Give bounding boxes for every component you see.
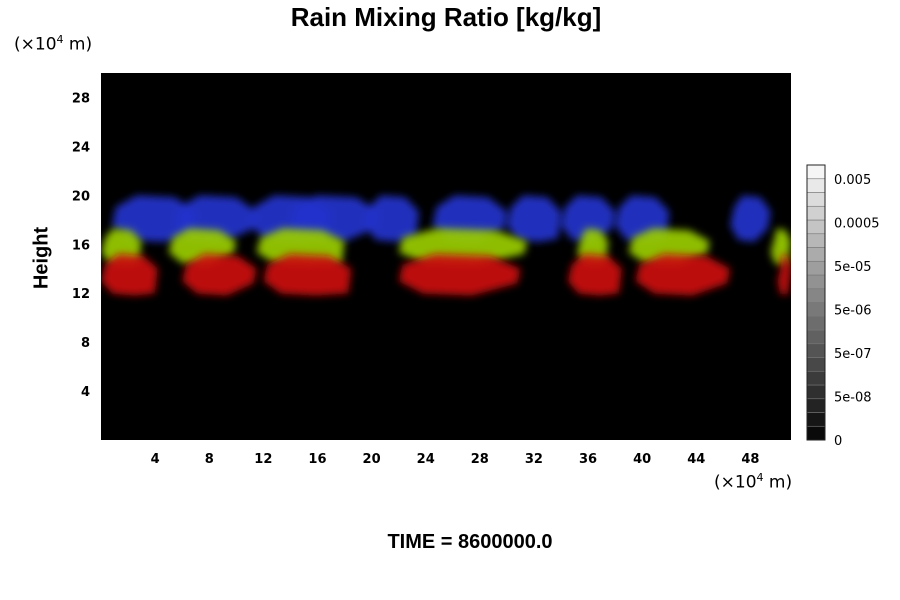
time-label: TIME = 8600000.0	[387, 531, 553, 553]
layer-2-blob-4	[567, 254, 622, 296]
y-tick-label: 24	[72, 140, 90, 155]
colorbar-cell	[806, 233, 826, 248]
colorbar-label: 5e-05	[834, 260, 872, 275]
layer-2-blob-0	[101, 254, 158, 296]
colorbar-cell	[806, 412, 826, 427]
x-tick-label: 48	[741, 452, 759, 467]
colorbar-cell	[806, 329, 826, 345]
layer-2-blob-3	[398, 254, 521, 296]
colorbar-label: 0	[834, 434, 842, 449]
colorbar-cell	[806, 357, 826, 372]
x-tick-label: 28	[471, 452, 489, 467]
x-tick-label: 16	[308, 452, 326, 467]
colorbar-label: 5e-07	[834, 347, 872, 362]
y-tick-label: 12	[72, 287, 90, 302]
y-tick-label: 16	[72, 238, 90, 253]
colorbar-cell	[806, 205, 826, 221]
colorbar-frame	[806, 164, 826, 441]
colorbar-label: 5e-08	[834, 391, 872, 406]
chart-title: Rain Mixing Ratio [kg/kg]	[290, 2, 602, 32]
layer-2-blob-5	[635, 254, 731, 296]
layer-0-blob-0	[111, 195, 196, 242]
colorbar-cell	[806, 302, 826, 317]
x-axis-unit: (×104 m)	[714, 471, 793, 493]
layer-0-blob-7	[561, 195, 616, 242]
x-tick-label: 32	[525, 452, 543, 467]
colorbar-cell	[806, 370, 826, 386]
colorbar-cell	[806, 288, 826, 303]
colorbar-label: 0.0005	[834, 217, 880, 232]
colorbar-cell	[806, 192, 826, 207]
layer-2-blob-2	[263, 254, 352, 296]
colorbar-cell	[806, 164, 826, 180]
colorbar-label: 5e-06	[834, 304, 872, 319]
x-tick-label: 40	[633, 452, 651, 467]
x-ticks: 4 8 12 16 20 24 28 32 36 40 44 48	[151, 452, 760, 467]
x-tick-label: 4	[151, 452, 160, 467]
x-tick-label: 12	[254, 452, 272, 467]
colorbar-cell	[806, 247, 826, 262]
colorbar-label: 0.005	[834, 173, 871, 188]
colorbar-cell	[806, 343, 826, 358]
x-tick-label: 44	[687, 452, 705, 467]
y-tick-label: 28	[72, 91, 90, 106]
y-ticks: 4 8 12 16 20 24 28	[72, 91, 90, 400]
x-tick-label: 8	[205, 452, 214, 467]
colorbar-cell	[806, 260, 826, 276]
layer-2	[101, 254, 791, 296]
colorbar-cell	[806, 219, 826, 235]
colorbar-cell	[806, 274, 826, 290]
colorbar-cell	[806, 425, 826, 441]
layer-0-blob-9	[730, 195, 771, 242]
y-axis-unit: (×104 m)	[14, 33, 93, 55]
x-tick-label: 20	[363, 452, 381, 467]
colorbar-cell	[806, 384, 826, 400]
y-tick-label: 20	[72, 189, 90, 204]
layer-0-blob-4	[364, 195, 419, 242]
layer-2-blob-6	[777, 254, 791, 296]
data-layers	[101, 195, 791, 296]
colorbar-cell	[806, 398, 826, 413]
x-tick-label: 36	[579, 452, 597, 467]
colorbar: 0.005 0.0005 5e-05 5e-06 5e-07 5e-08 0	[806, 164, 880, 449]
layer-2-blob-1	[182, 254, 257, 296]
y-tick-label: 8	[81, 336, 90, 351]
x-tick-label: 24	[417, 452, 435, 467]
colorbar-cell	[806, 315, 826, 331]
y-tick-label: 4	[81, 385, 90, 400]
colorbar-cell	[806, 178, 826, 193]
layer-0-blob-6	[506, 195, 561, 242]
